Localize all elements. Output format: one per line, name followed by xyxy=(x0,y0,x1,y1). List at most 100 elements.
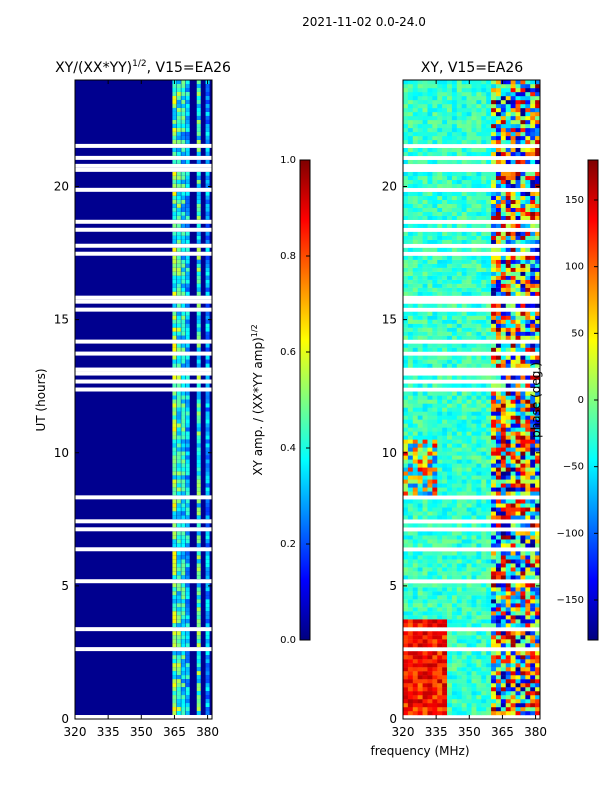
left-band-cell xyxy=(196,215,201,220)
right-heat-cell xyxy=(530,679,536,684)
right-heat-cell xyxy=(525,355,531,360)
left-band-cell xyxy=(172,659,177,664)
right-heat-cell xyxy=(407,127,414,133)
right-heat-cell xyxy=(495,327,502,332)
right-heat-cell xyxy=(432,311,438,316)
right-heat-cell xyxy=(447,411,453,416)
right-heat-cell xyxy=(447,475,453,480)
left-band-cell xyxy=(181,363,186,368)
right-heat-cell xyxy=(466,191,472,197)
right-heat-cell xyxy=(535,223,541,228)
right-heat-cell xyxy=(510,147,516,153)
right-heat-cell xyxy=(417,139,423,145)
right-heat-cell xyxy=(422,115,428,121)
left-band-cell xyxy=(176,147,181,152)
right-heat-cell xyxy=(461,487,467,492)
right-heat-cell xyxy=(471,555,477,560)
left-band-cell xyxy=(185,355,190,360)
right-heat-cell xyxy=(505,263,511,268)
right-heat-cell xyxy=(510,103,516,109)
left-band-cell xyxy=(185,591,190,596)
right-heat-cell xyxy=(471,255,477,260)
left-band-cell xyxy=(176,679,181,684)
right-heat-cell xyxy=(510,499,516,504)
left-band-cell xyxy=(181,507,186,512)
right-heat-cell xyxy=(495,239,502,244)
right-heat-cell xyxy=(447,459,453,464)
right-heat-cell xyxy=(427,263,433,268)
right-heat-cell xyxy=(520,123,526,129)
right-heat-cell xyxy=(447,511,453,516)
right-heat-cell xyxy=(535,91,541,97)
right-heat-cell xyxy=(432,291,438,296)
left-band-cell xyxy=(185,403,190,408)
right-heat-cell xyxy=(407,619,414,624)
right-heat-cell xyxy=(500,623,507,628)
right-heat-cell xyxy=(466,467,472,472)
right-heat-cell xyxy=(471,103,477,109)
right-heat-cell xyxy=(456,311,463,316)
right-heat-cell xyxy=(437,615,443,620)
right-heat-cell xyxy=(535,203,541,208)
right-heat-cell xyxy=(476,83,482,89)
left-band-cell xyxy=(185,583,190,588)
right-heat-cell xyxy=(456,183,463,189)
right-heat-cell xyxy=(505,467,511,472)
right-heat-cell xyxy=(432,563,438,568)
right-heat-cell xyxy=(525,83,531,89)
right-heat-cell xyxy=(491,395,497,400)
right-heat-cell xyxy=(432,195,438,201)
right-heat-cell xyxy=(461,675,467,680)
right-heat-cell xyxy=(510,83,516,89)
right-heat-cell xyxy=(525,691,531,696)
right-heat-cell xyxy=(427,667,433,672)
right-heat-cell xyxy=(403,175,409,181)
left-band-cell xyxy=(172,259,177,264)
right-heat-cell xyxy=(500,467,507,472)
right-heat-cell xyxy=(520,603,526,608)
right-heat-cell xyxy=(412,531,418,536)
right-heat-cell xyxy=(422,439,428,444)
right-heat-cell xyxy=(500,323,507,328)
right-heat-cell xyxy=(491,407,497,412)
right-heat-cell xyxy=(407,699,414,704)
right-heat-cell xyxy=(476,707,482,712)
left-band-cell xyxy=(176,80,181,84)
right-heat-cell xyxy=(510,539,516,544)
right-heat-cell xyxy=(447,679,453,684)
right-heat-cell xyxy=(407,183,414,189)
right-heat-cell xyxy=(447,383,453,388)
right-heat-cell xyxy=(491,463,497,468)
right-heat-cell xyxy=(456,267,463,272)
right-heat-cell xyxy=(466,523,472,528)
right-heat-cell xyxy=(481,331,487,336)
right-heat-cell xyxy=(432,283,438,288)
right-flagged-row xyxy=(403,227,540,232)
right-heat-cell xyxy=(442,631,448,636)
right-heat-cell xyxy=(535,83,541,89)
right-heat-cell xyxy=(520,651,526,656)
right-heat-cell xyxy=(437,691,443,696)
x-tick-label: 365 xyxy=(491,725,514,739)
right-heat-cell xyxy=(476,171,482,177)
right-heat-cell xyxy=(427,103,433,109)
right-heat-cell xyxy=(447,147,453,153)
right-heat-cell xyxy=(427,675,433,680)
right-heat-cell xyxy=(515,399,521,404)
right-heat-cell xyxy=(407,563,414,568)
right-heat-cell xyxy=(525,383,531,388)
right-heat-cell xyxy=(505,595,511,600)
left-band-cell xyxy=(172,615,177,620)
right-heat-cell xyxy=(500,331,507,336)
right-heat-cell xyxy=(466,631,472,636)
right-heat-cell xyxy=(486,111,492,117)
right-heat-cell xyxy=(486,563,492,568)
right-heat-cell xyxy=(495,103,502,109)
left-band-cell xyxy=(176,575,181,580)
right-heat-cell xyxy=(535,635,541,640)
left-band-cell xyxy=(172,267,177,272)
right-heat-cell xyxy=(447,391,453,396)
right-heat-cell xyxy=(491,451,497,456)
right-heat-cell xyxy=(535,303,541,308)
left-band-cell xyxy=(176,447,181,452)
